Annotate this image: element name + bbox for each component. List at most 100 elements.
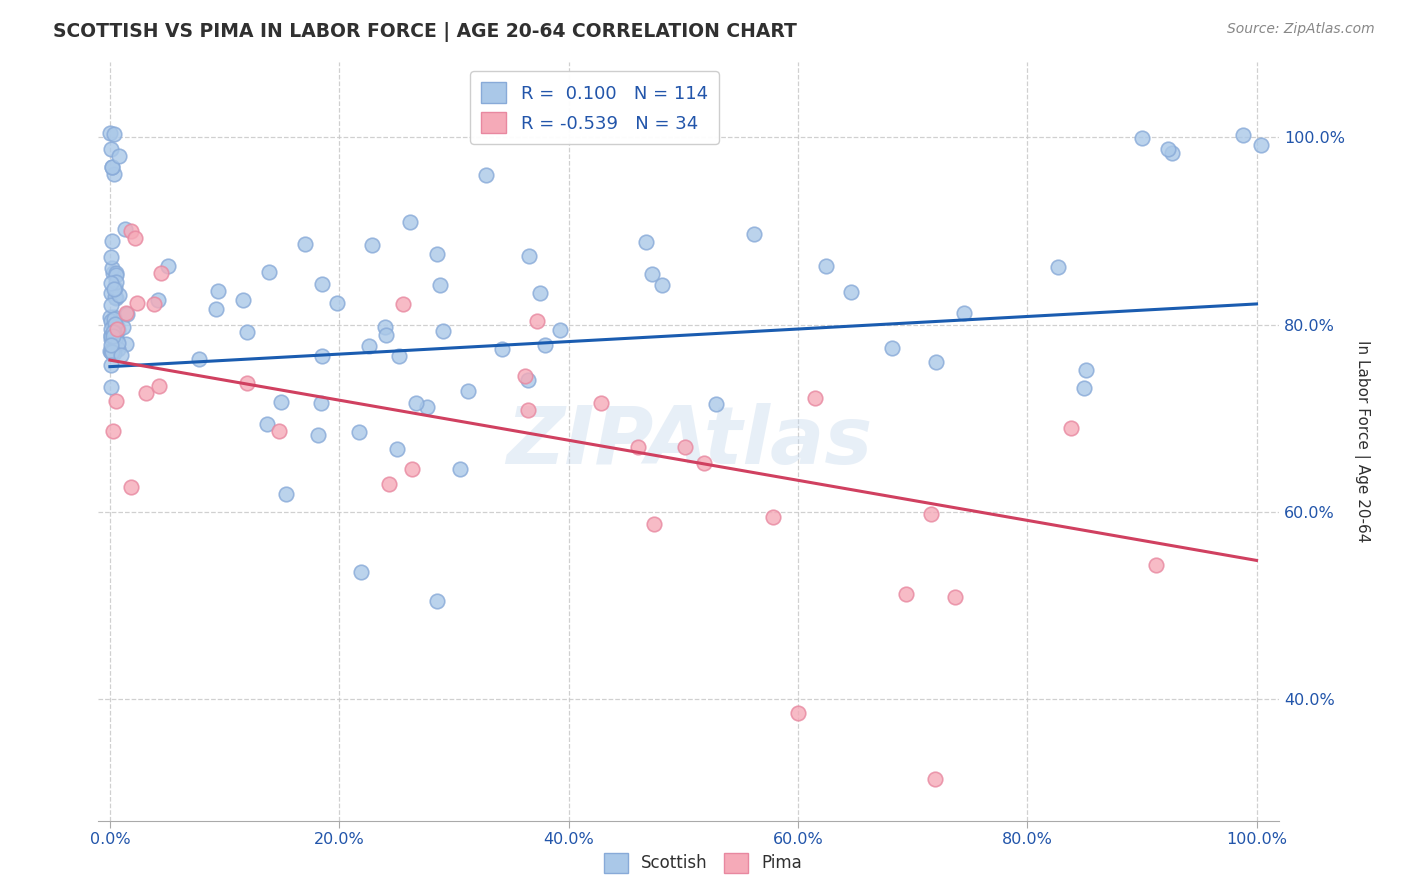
Point — [429, 277, 451, 292]
Point — [101, 325, 124, 339]
Point — [100, 344, 122, 359]
Point — [103, 127, 125, 141]
Point — [513, 368, 536, 383]
Point — [105, 275, 128, 289]
Point — [103, 310, 125, 325]
Point — [100, 332, 122, 346]
Point — [651, 277, 673, 292]
Point — [148, 379, 170, 393]
Point — [943, 591, 966, 605]
Point — [100, 250, 122, 264]
Point — [398, 215, 420, 229]
Point — [103, 312, 125, 326]
Point — [673, 440, 696, 454]
Point — [101, 328, 124, 343]
Point — [111, 320, 134, 334]
Point — [104, 266, 127, 280]
Point — [100, 298, 122, 312]
Point — [643, 517, 665, 532]
Point — [103, 345, 125, 359]
Point — [101, 346, 124, 360]
Point — [114, 305, 136, 319]
Point — [1130, 131, 1153, 145]
Point — [100, 322, 122, 336]
Point — [426, 594, 449, 608]
Point — [187, 352, 209, 367]
Point — [1160, 146, 1182, 161]
Point — [101, 345, 124, 359]
Point — [534, 338, 557, 352]
Point — [517, 373, 540, 387]
Point — [925, 355, 948, 369]
Point — [270, 395, 292, 409]
Point — [146, 293, 169, 308]
Point — [457, 384, 479, 399]
Point — [311, 277, 333, 291]
Point — [103, 282, 125, 296]
Point — [100, 277, 122, 291]
Point — [120, 224, 142, 238]
Point — [115, 336, 138, 351]
Point — [1250, 137, 1272, 152]
Point — [103, 326, 125, 340]
Point — [100, 314, 122, 328]
Point — [693, 456, 716, 470]
Point — [115, 307, 138, 321]
Point — [205, 301, 228, 316]
Point — [107, 149, 129, 163]
Point — [347, 425, 370, 439]
Point — [1232, 128, 1254, 142]
Point — [104, 291, 127, 305]
Point — [449, 462, 471, 476]
Point — [704, 397, 727, 411]
Point — [804, 391, 827, 405]
Point — [325, 295, 347, 310]
Point — [475, 168, 498, 182]
Point — [124, 231, 146, 245]
Point — [105, 268, 128, 282]
Point — [98, 310, 121, 325]
Text: SCOTTISH VS PIMA IN LABOR FORCE | AGE 20-64 CORRELATION CHART: SCOTTISH VS PIMA IN LABOR FORCE | AGE 20… — [53, 22, 797, 42]
Point — [98, 344, 121, 359]
Point — [150, 266, 173, 280]
Point — [100, 338, 122, 352]
Point — [105, 334, 128, 348]
Point — [1046, 260, 1069, 274]
Point — [236, 326, 259, 340]
Point — [416, 400, 439, 414]
Point — [232, 293, 254, 307]
Point — [307, 427, 329, 442]
Point — [360, 238, 382, 252]
Point — [114, 222, 136, 236]
Point — [103, 319, 125, 334]
Point — [491, 343, 513, 357]
Point — [762, 510, 785, 524]
Point — [880, 341, 903, 355]
Point — [920, 507, 942, 521]
Point — [634, 235, 657, 250]
Point — [101, 266, 124, 280]
Point — [100, 380, 122, 394]
Point — [101, 316, 124, 330]
Point — [98, 126, 121, 140]
Point — [640, 267, 662, 281]
Point — [269, 424, 291, 438]
Point — [103, 424, 125, 438]
Point — [104, 317, 127, 331]
Point — [104, 290, 127, 304]
Point — [104, 280, 127, 294]
Point — [405, 396, 427, 410]
Y-axis label: In Labor Force | Age 20-64: In Labor Force | Age 20-64 — [1354, 341, 1371, 542]
Point — [742, 227, 765, 241]
Point — [157, 259, 180, 273]
Point — [107, 323, 129, 337]
Point — [432, 324, 454, 338]
Point — [100, 160, 122, 174]
Point — [107, 343, 129, 357]
Point — [207, 284, 229, 298]
Text: ZIPAtlas: ZIPAtlas — [506, 402, 872, 481]
Point — [387, 442, 409, 457]
Point — [1059, 421, 1081, 435]
Point — [125, 296, 148, 310]
Point — [374, 320, 396, 334]
